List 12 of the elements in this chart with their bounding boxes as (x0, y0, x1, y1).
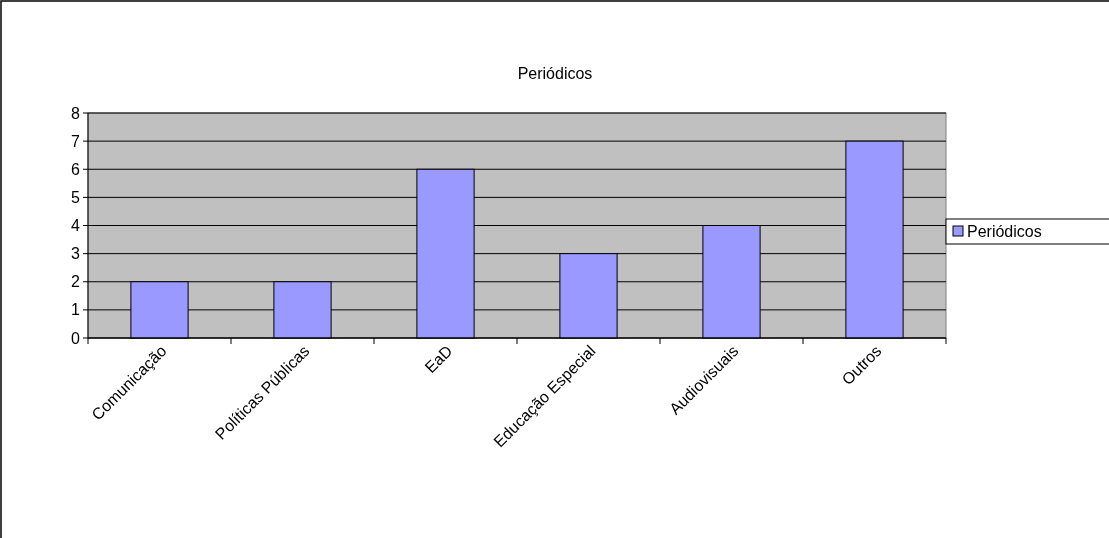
y-tick-label: 3 (71, 245, 81, 263)
y-tick-label: 5 (71, 188, 81, 206)
x-tick-label: EaD (421, 342, 456, 377)
y-tick-label: 7 (71, 132, 81, 150)
y-tick-label: 2 (71, 273, 81, 291)
y-tick-label: 0 (71, 329, 81, 347)
chart-title: Periódicos (517, 65, 593, 82)
y-tick-label: 4 (71, 217, 81, 235)
y-tick-label: 6 (71, 160, 81, 178)
y-tick-label: 8 (71, 104, 81, 122)
legend-label: Periódicos (967, 222, 1042, 240)
y-tick-label: 1 (71, 301, 81, 319)
